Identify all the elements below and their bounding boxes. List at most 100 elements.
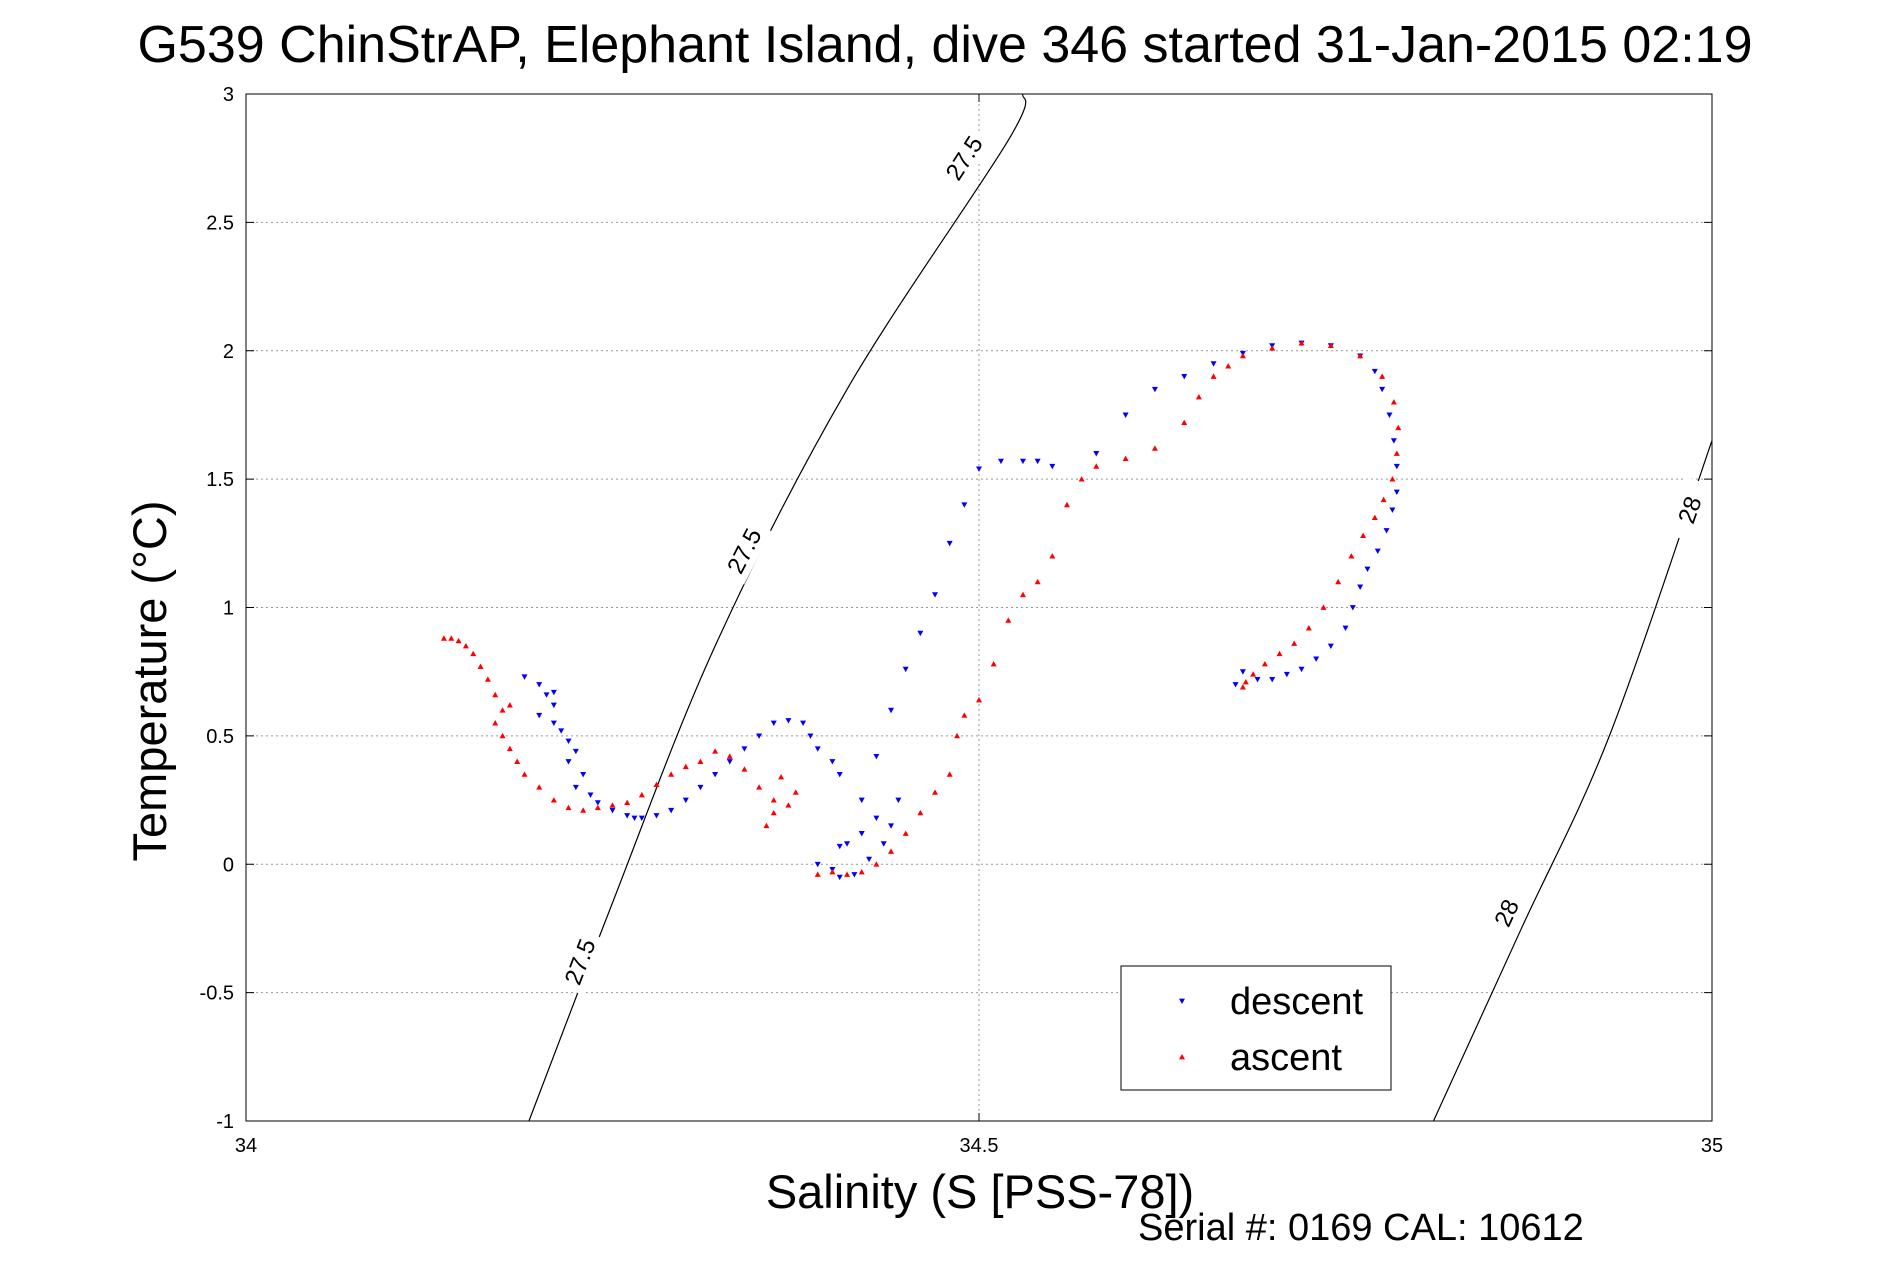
y-tick-label: -0.5 xyxy=(200,983,234,1005)
ascent-point xyxy=(1210,373,1217,379)
ascent-point xyxy=(1380,496,1387,503)
ascent-point xyxy=(976,696,982,703)
y-tick-label: 3 xyxy=(223,84,234,106)
descent-point xyxy=(1386,412,1393,418)
descent-point xyxy=(1232,682,1239,688)
descent-point xyxy=(1379,386,1386,393)
ascent-point xyxy=(902,830,909,836)
ascent-point xyxy=(506,702,513,708)
ascent-point xyxy=(858,868,865,875)
ascent-point xyxy=(1357,352,1364,359)
descent-point xyxy=(888,707,895,714)
descent-point xyxy=(565,759,572,765)
descent-point xyxy=(572,784,579,791)
descent-point xyxy=(866,856,873,863)
ascent-point xyxy=(917,809,924,816)
descent-point xyxy=(1049,463,1056,470)
ascent-point xyxy=(770,809,777,816)
ascent-point xyxy=(1379,373,1386,379)
ascent-point xyxy=(844,871,851,877)
ascent-point xyxy=(961,712,968,718)
ascent-point xyxy=(594,804,601,811)
descent-legend-label: descent xyxy=(1230,981,1364,1023)
isopycnal-line xyxy=(1432,440,1713,1122)
descent-point xyxy=(550,702,557,709)
ascent-point xyxy=(1291,640,1298,646)
x-tick-label: 34.5 xyxy=(960,1135,999,1157)
descent-point xyxy=(1269,676,1276,683)
descent-point xyxy=(1393,489,1400,495)
descent-point xyxy=(638,815,645,822)
axis-ticks: -1 -0.5 0 0.5 1 1.5 2 2.5 3 34 34.5 35 xyxy=(200,84,1724,1157)
descent-point xyxy=(836,843,843,850)
ascent-point xyxy=(455,637,462,644)
descent-point xyxy=(741,746,748,752)
descent-point xyxy=(858,831,865,837)
ascent-point xyxy=(1320,604,1327,610)
y-tick-label: -1 xyxy=(216,1111,234,1133)
descent-point xyxy=(1283,671,1290,678)
ascent-point xyxy=(1181,419,1188,426)
descent-point xyxy=(1383,528,1390,534)
legend: descent ascent xyxy=(1120,965,1392,1091)
descent-point xyxy=(770,720,777,727)
ascent-point xyxy=(477,663,484,669)
descent-point xyxy=(1254,676,1261,683)
descent-point xyxy=(1389,507,1396,513)
ascent-point xyxy=(506,745,513,752)
data-points xyxy=(440,340,1402,881)
ascent-point xyxy=(499,707,506,713)
ascent-point xyxy=(638,791,645,798)
descent-point xyxy=(1357,584,1364,590)
descent-point xyxy=(726,759,733,765)
ascent-point xyxy=(697,758,704,764)
ascent-point xyxy=(1093,463,1100,469)
ascent-point xyxy=(668,771,675,777)
descent-point xyxy=(1298,666,1305,673)
ascent-point xyxy=(1019,591,1026,598)
ascent-point xyxy=(712,748,719,754)
contour-label-bg xyxy=(1665,476,1715,544)
descent-point xyxy=(932,592,939,598)
ascent-point xyxy=(1250,671,1257,677)
descent-point xyxy=(536,712,543,719)
ascent-point xyxy=(1261,660,1268,667)
x-tick-label: 34 xyxy=(235,1135,257,1157)
ascent-point xyxy=(609,802,616,808)
ascent-point xyxy=(1225,363,1232,369)
descent-point xyxy=(756,733,763,739)
ascent-point xyxy=(550,797,557,803)
ascent-point xyxy=(492,691,499,698)
ascent-point xyxy=(1389,476,1396,482)
descent-point xyxy=(976,466,982,472)
ascent-point xyxy=(565,804,572,811)
ascent-point xyxy=(1305,625,1312,631)
chart-title: G539 ChinStrAP, Elephant Island, dive 34… xyxy=(137,16,1752,74)
descent-point xyxy=(572,748,579,755)
descent-point xyxy=(836,874,843,881)
descent-point xyxy=(550,720,557,727)
descent-point xyxy=(631,815,638,822)
ascent-point xyxy=(440,635,447,641)
ascent-point xyxy=(990,660,997,667)
descent-point xyxy=(521,674,528,680)
ascent-point xyxy=(462,643,469,649)
descent-point xyxy=(1371,368,1378,375)
descent-point xyxy=(917,630,924,637)
ascent-point xyxy=(932,789,939,795)
contour-label-bg xyxy=(1480,879,1533,947)
descent-point xyxy=(888,823,895,829)
descent-point xyxy=(961,502,968,508)
ascent-point xyxy=(521,771,528,777)
descent-point xyxy=(851,872,858,878)
ascent-point xyxy=(1269,345,1276,351)
ascent-point xyxy=(499,732,506,739)
ascent-point xyxy=(536,784,543,790)
descent-point xyxy=(1210,361,1217,367)
descent-point xyxy=(902,666,909,673)
descent-point xyxy=(1364,566,1371,572)
descent-point xyxy=(785,718,792,724)
ascent-point xyxy=(763,822,770,829)
y-tick-label: 1 xyxy=(223,598,234,620)
ascent-point xyxy=(1151,445,1158,451)
